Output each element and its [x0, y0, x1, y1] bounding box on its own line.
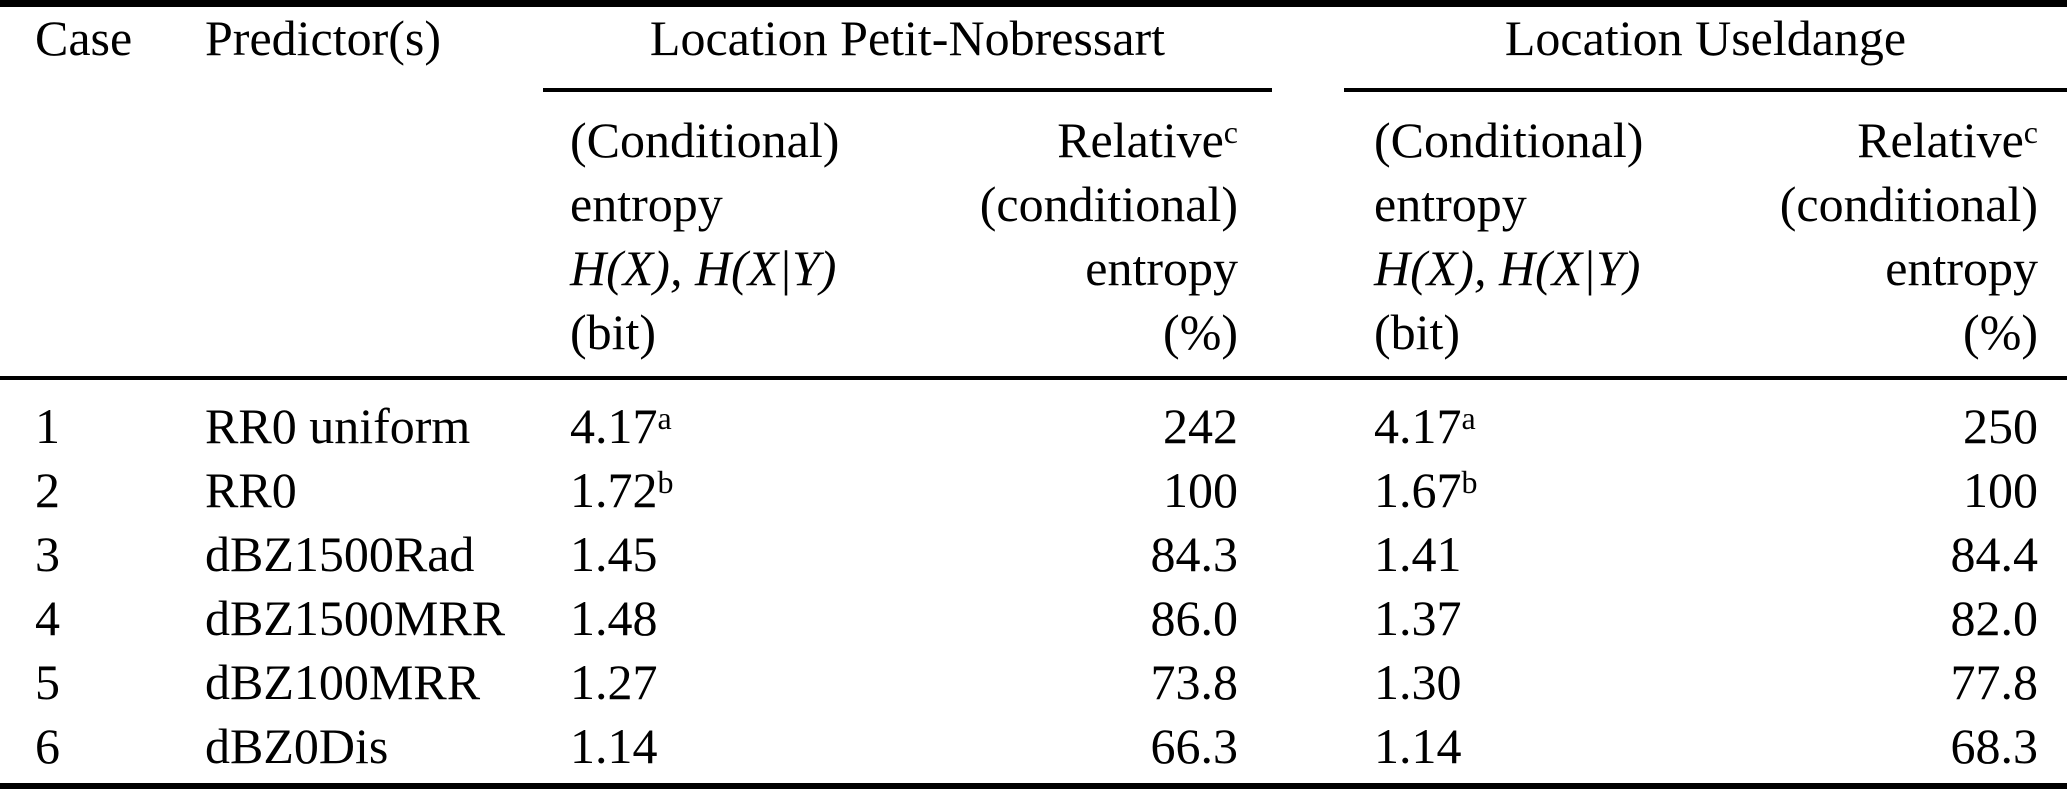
subheader-line: (conditional) — [979, 176, 1238, 232]
entropy-value: 1.14 — [570, 718, 658, 774]
footnote-marker: a — [1461, 399, 1476, 436]
footnote-marker-c: c — [1223, 113, 1238, 150]
pn-entropy-cell: 1.72b — [570, 458, 900, 522]
entropy-value: 4.17 — [1374, 398, 1462, 454]
subheader-line: (%) — [1163, 304, 1238, 360]
subheader-relative-useldange: Relativec (conditional) entropy (%) — [1780, 108, 2038, 364]
subheader-relative-petit-nobressart: Relativec (conditional) entropy (%) — [980, 108, 1238, 364]
table-bottom-rule — [0, 783, 2067, 789]
relative-label: Relative — [1057, 112, 1224, 168]
entropy-value: 1.41 — [1374, 526, 1462, 582]
u-relative-cell: 84.4 — [1950, 526, 2039, 582]
u-relative-cell: 82.0 — [1950, 590, 2039, 646]
case-cell: 5 — [35, 654, 60, 710]
u-relative-cell: 100 — [1963, 462, 2038, 518]
useldange-span-rule — [1344, 88, 2067, 92]
table-top-rule — [0, 0, 2067, 7]
header-body-separator-rule — [0, 376, 2067, 380]
column-header-predictors: Predictor(s) — [205, 10, 442, 66]
subheader-line: entropy — [570, 176, 723, 232]
footnote-marker: b — [1461, 463, 1478, 500]
u-entropy-cell: 1.41 — [1238, 522, 1704, 586]
pn-entropy-cell: 1.45 — [570, 522, 900, 586]
subheader-line: (bit) — [570, 304, 657, 360]
case-cell: 3 — [35, 526, 60, 582]
subheader-line: (conditional) — [1779, 176, 2038, 232]
pn-relative-cell: 242 — [1163, 398, 1238, 454]
u-entropy-cell: 1.37 — [1238, 586, 1704, 650]
subheader-line: (Conditional) — [570, 112, 840, 168]
entropy-value: 1.27 — [570, 654, 658, 710]
subheader-entropy-useldange: (Conditional) entropy H(X), H(X|Y) (bit) — [1374, 108, 1643, 364]
subheader-line-math: H(X), H(X|Y) — [570, 240, 837, 296]
pn-relative-cell: 73.8 — [1150, 654, 1239, 710]
subheader-line: entropy — [1085, 240, 1238, 296]
pn-relative-cell: 66.3 — [1150, 718, 1239, 774]
footnote-marker-c: c — [2023, 113, 2038, 150]
pn-relative-cell: 84.3 — [1150, 526, 1239, 582]
u-relative-cell: 68.3 — [1950, 718, 2039, 774]
u-entropy-cell: 1.30 — [1238, 650, 1704, 714]
subheader-line: entropy — [1374, 176, 1527, 232]
u-entropy-cell: 1.67b — [1238, 458, 1704, 522]
group-header-petit-nobressart: Location Petit-Nobressart — [649, 10, 1166, 66]
case-cell: 6 — [35, 718, 60, 774]
subheader-line: Relativec — [1780, 108, 2038, 172]
group-header-useldange: Location Useldange — [1504, 10, 1907, 66]
subheader-line: entropy — [1885, 240, 2038, 296]
relative-label: Relative — [1857, 112, 2024, 168]
pn-entropy-cell: 1.48 — [570, 586, 900, 650]
predictor-cell: dBZ100MRR — [205, 654, 481, 710]
predictor-cell: dBZ0Dis — [205, 718, 389, 774]
entropy-value: 4.17 — [570, 398, 658, 454]
petit-nobressart-span-rule — [543, 88, 1272, 92]
footnote-marker: b — [657, 463, 674, 500]
subheader-line: Relativec — [980, 108, 1238, 172]
entropy-value: 1.67 — [1374, 462, 1462, 518]
entropy-value: 1.72 — [570, 462, 658, 518]
u-entropy-cell: 1.14 — [1238, 714, 1704, 778]
predictor-cell: RR0 uniform — [205, 398, 471, 454]
subheader-line: (Conditional) — [1374, 112, 1644, 168]
predictor-cell: RR0 — [205, 462, 297, 518]
case-cell: 4 — [35, 590, 60, 646]
subheader-line: (bit) — [1374, 304, 1461, 360]
case-cell: 2 — [35, 462, 60, 518]
pn-entropy-cell: 1.27 — [570, 650, 900, 714]
entropy-value: 1.48 — [570, 590, 658, 646]
predictor-cell: dBZ1500MRR — [205, 590, 506, 646]
u-entropy-cell: 4.17a — [1238, 394, 1704, 458]
pn-entropy-cell: 4.17a — [570, 394, 900, 458]
pn-entropy-cell: 1.14 — [570, 714, 900, 778]
predictor-cell: dBZ1500Rad — [205, 526, 475, 582]
u-relative-cell: 250 — [1963, 398, 2038, 454]
subheader-line-math: H(X), H(X|Y) — [1374, 240, 1641, 296]
subheader-entropy-petit-nobressart: (Conditional) entropy H(X), H(X|Y) (bit) — [570, 108, 839, 364]
table-body: 1 RR0 uniform 4.17a 242 4.17a 250 2 RR0 … — [35, 394, 2038, 778]
entropy-value: 1.37 — [1374, 590, 1462, 646]
column-header-case: Case — [35, 10, 133, 66]
entropy-value: 1.30 — [1374, 654, 1462, 710]
case-cell: 1 — [35, 398, 60, 454]
pn-relative-cell: 100 — [1163, 462, 1238, 518]
entropy-value: 1.45 — [570, 526, 658, 582]
pn-relative-cell: 86.0 — [1150, 590, 1239, 646]
entropy-value: 1.14 — [1374, 718, 1462, 774]
footnote-marker: a — [657, 399, 672, 436]
u-relative-cell: 77.8 — [1950, 654, 2039, 710]
subheader-line: (%) — [1963, 304, 2038, 360]
